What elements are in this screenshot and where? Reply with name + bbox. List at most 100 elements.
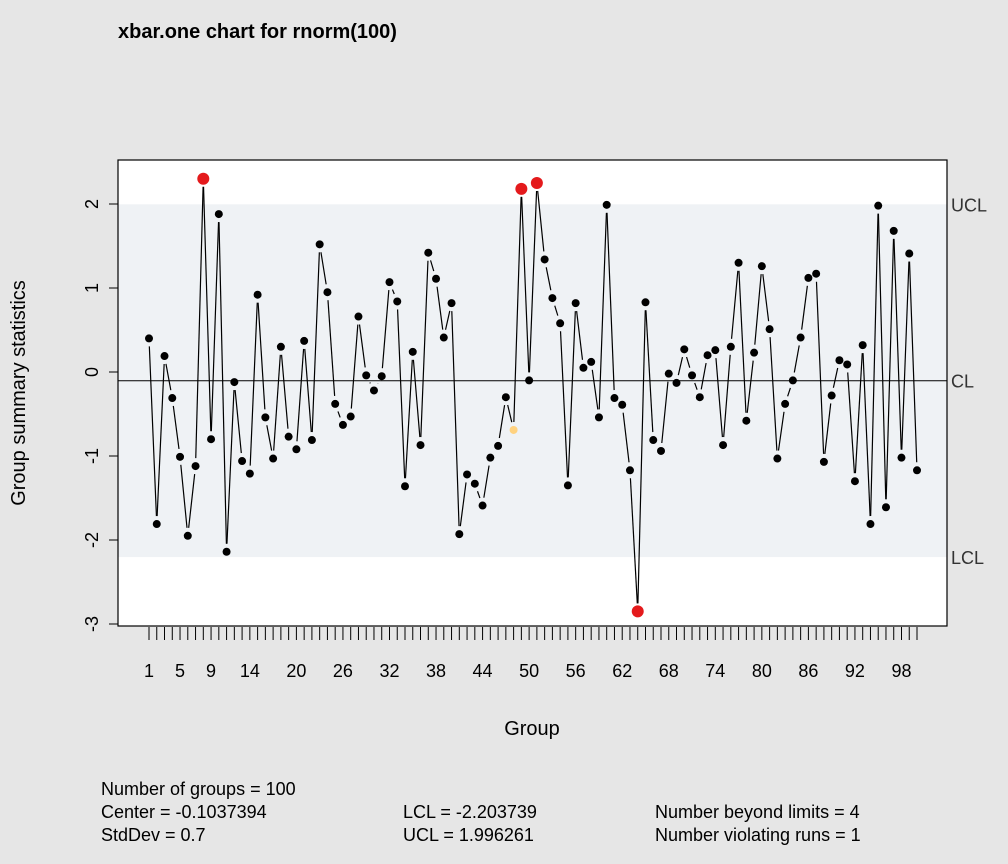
y-tick-label: -2 — [82, 532, 102, 548]
series-segment — [404, 359, 413, 479]
y-tick-label: -1 — [82, 448, 102, 464]
data-point — [804, 273, 813, 282]
series-segment — [700, 362, 707, 390]
y-tick-label: 0 — [82, 367, 102, 377]
series-segment — [815, 281, 825, 454]
series-segment — [226, 390, 235, 544]
series-segment — [257, 302, 266, 410]
series-segment — [715, 358, 724, 438]
series-segment — [320, 252, 327, 285]
series-segment — [451, 311, 460, 527]
data-point — [416, 441, 425, 450]
y-tick-label: 2 — [82, 199, 102, 209]
data-point — [874, 201, 883, 210]
x-tick-label: 20 — [286, 661, 306, 681]
data-point — [641, 298, 650, 307]
x-tick-label: 50 — [519, 661, 539, 681]
x-tick-label: 5 — [175, 661, 185, 681]
data-point — [850, 477, 859, 486]
series-segment — [893, 238, 902, 450]
data-point — [711, 346, 720, 355]
series-segment — [591, 369, 599, 410]
data-point — [292, 445, 301, 454]
x-tick-label: 80 — [752, 661, 772, 681]
series-segment — [429, 260, 435, 272]
data-point — [486, 453, 495, 462]
data-point-beyond-limits — [530, 177, 543, 189]
data-point — [858, 341, 867, 350]
data-point — [276, 342, 285, 351]
data-point-beyond-limits — [197, 172, 210, 185]
series-segment — [885, 238, 895, 500]
data-point — [463, 470, 472, 479]
data-point — [269, 454, 278, 463]
series-segment — [576, 310, 584, 360]
number-of-groups: Number of groups = 100 — [101, 779, 296, 799]
data-point — [447, 299, 456, 308]
data-point — [245, 469, 254, 478]
series-segment — [507, 404, 513, 423]
data-point — [261, 413, 270, 422]
beyond-limits-count: Number beyond limits = 4 — [655, 802, 860, 822]
series-segment — [249, 302, 258, 466]
data-point — [757, 262, 766, 271]
x-tick-label: 62 — [612, 661, 632, 681]
data-point — [145, 334, 153, 343]
x-tick-label: 56 — [566, 661, 586, 681]
data-point — [346, 412, 355, 421]
summary-left: Number of groups = 100 Center = -0.10373… — [101, 778, 296, 847]
data-point — [610, 394, 619, 403]
series-segment — [754, 274, 762, 345]
cl-label: CL — [951, 372, 974, 392]
stddev-value: StdDev = 0.7 — [101, 825, 206, 845]
data-point — [556, 319, 565, 328]
series-segment — [901, 261, 910, 450]
x-tick-label: 26 — [333, 661, 353, 681]
y-axis: -3 -2 -1 0 1 2 — [82, 199, 118, 632]
series-segment — [218, 222, 227, 544]
series-segment — [545, 267, 552, 291]
data-point — [424, 248, 433, 257]
data-point — [649, 436, 658, 445]
x-tick-label: 74 — [705, 661, 725, 681]
series-segment — [436, 286, 444, 330]
series-segment — [832, 367, 839, 388]
data-point — [750, 348, 759, 357]
data-point — [315, 240, 324, 249]
series-segment — [777, 411, 785, 451]
series-segment — [769, 337, 778, 451]
data-point — [843, 360, 852, 369]
series-segment — [350, 324, 359, 409]
data-point — [284, 432, 293, 441]
series-segment — [412, 359, 421, 438]
series-segment — [694, 382, 698, 390]
violating-runs-count: Number violating runs = 1 — [655, 825, 861, 845]
data-point — [354, 312, 363, 321]
series-segment — [296, 348, 305, 442]
data-point — [587, 357, 596, 366]
series-segment — [877, 213, 887, 500]
series-segment — [661, 381, 669, 444]
data-point — [176, 452, 185, 461]
data-point — [183, 531, 192, 540]
data-point — [773, 454, 782, 463]
series-segment — [266, 425, 273, 451]
series-segment — [327, 300, 336, 396]
lcl-value: LCL = -2.203739 — [403, 802, 537, 822]
series-segment — [787, 387, 791, 397]
lcl-label: LCL — [951, 548, 984, 568]
series-segment — [801, 285, 808, 330]
data-point — [525, 376, 534, 385]
x-tick-label: 68 — [659, 661, 679, 681]
x-tick-label: 14 — [240, 661, 260, 681]
data-point-violating-run — [509, 425, 518, 434]
data-point — [377, 372, 386, 381]
series-segment — [358, 324, 366, 368]
y-tick-label: 1 — [82, 283, 102, 293]
data-point — [881, 503, 890, 512]
data-point — [222, 547, 231, 556]
data-point — [470, 479, 479, 488]
series-segment — [567, 311, 576, 478]
data-point — [300, 336, 309, 345]
series-segment — [746, 360, 754, 413]
